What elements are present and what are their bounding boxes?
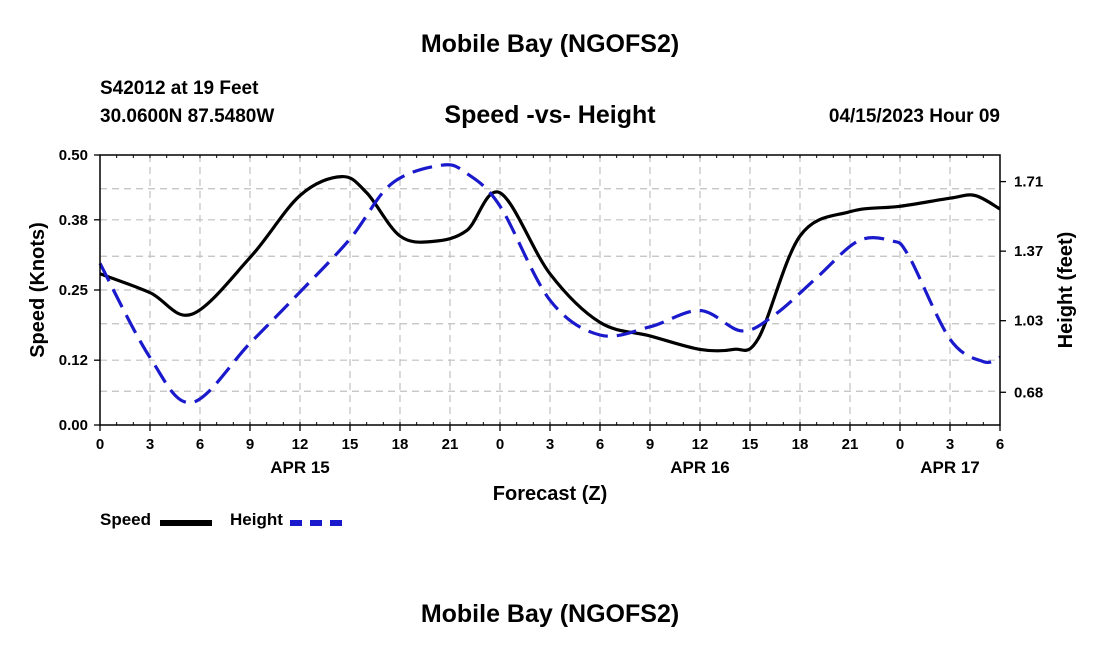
legend-speed-swatch xyxy=(160,520,212,526)
x-date-label: APR 16 xyxy=(670,458,730,477)
x-tick-label: 9 xyxy=(246,436,254,453)
y2-tick-label: 1.03 xyxy=(1014,313,1043,330)
y2-tick-label: 0.68 xyxy=(1014,384,1043,401)
x-tick-label: 9 xyxy=(646,436,654,453)
y-tick-label: 0.12 xyxy=(59,352,88,369)
x-date-label: APR 17 xyxy=(920,458,980,477)
x-tick-label: 0 xyxy=(96,436,104,453)
y-tick-label: 0.38 xyxy=(59,212,88,229)
chart-subtitle: Speed -vs- Height xyxy=(444,101,656,129)
station-coordinates: 30.0600N 87.5480W xyxy=(100,106,275,127)
y-tick-label: 0.50 xyxy=(59,147,88,164)
series-line-speed xyxy=(99,174,1001,353)
footer-title: Mobile Bay (NGOFS2) xyxy=(420,600,680,628)
page-title: Mobile Bay (NGOFS2) xyxy=(420,30,680,58)
x-tick-label: 15 xyxy=(742,436,759,453)
x-tick-label: 18 xyxy=(792,436,809,453)
y-tick-label: 0.25 xyxy=(59,282,88,299)
y2-tick-label: 1.37 xyxy=(1014,243,1043,260)
legend-height-swatch xyxy=(290,520,342,526)
x-axis-label: Forecast (Z) xyxy=(493,483,607,505)
x-tick-label: 0 xyxy=(896,436,904,453)
legend-height-label: Height xyxy=(230,510,283,529)
y-axis-label: Speed (Knots) xyxy=(27,222,49,358)
x-tick-label: 21 xyxy=(442,436,459,453)
x-tick-label: 12 xyxy=(692,436,709,453)
forecast-datetime: 04/15/2023 Hour 09 xyxy=(828,106,1000,127)
series-group xyxy=(98,163,1001,405)
legend-speed-label: Speed xyxy=(100,510,152,529)
y2-tick-label: 1.71 xyxy=(1014,174,1043,191)
x-tick-label: 0 xyxy=(496,436,504,453)
x-tick-label: 6 xyxy=(996,436,1004,453)
x-tick-label: 3 xyxy=(946,436,954,453)
x-tick-label: 3 xyxy=(546,436,554,453)
x-tick-label: 15 xyxy=(342,436,359,453)
x-tick-label: 3 xyxy=(146,436,154,453)
y2-axis-label: Height (feet) xyxy=(1055,232,1077,349)
x-tick-label: 21 xyxy=(842,436,859,453)
x-tick-label: 6 xyxy=(196,436,204,453)
x-date-label: APR 15 xyxy=(270,458,330,477)
x-tick-label: 18 xyxy=(392,436,409,453)
grid xyxy=(100,155,1000,425)
x-tick-label: 12 xyxy=(292,436,309,453)
axes: 0 3 6 9 12 15 18 21 0 3 6 9 12 15 18 21 0 3 6 0.00 0.12 0.25 0… xyxy=(59,147,1043,477)
x-tick-label: 6 xyxy=(596,436,604,453)
series-line-height xyxy=(98,163,1001,405)
y-tick-label: 0.00 xyxy=(59,417,88,434)
station-label: S42012 at 19 Feet xyxy=(100,78,259,99)
